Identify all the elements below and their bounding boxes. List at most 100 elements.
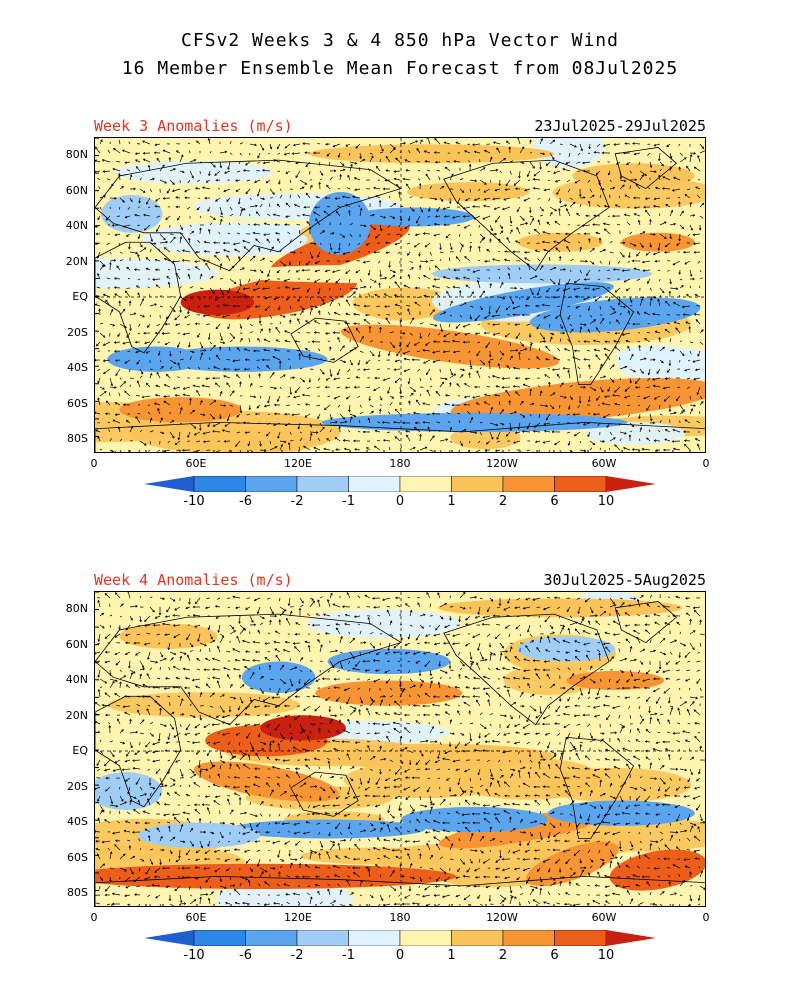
- colorbar-bin: [502, 475, 555, 493]
- panel2-colorbar: [144, 929, 656, 947]
- anomaly-region: [609, 849, 705, 891]
- lat-label: 40N: [65, 673, 88, 686]
- anomaly-region: [309, 743, 554, 769]
- panel2-map: [94, 591, 706, 907]
- anomaly-region: [101, 194, 163, 233]
- anomaly-region: [119, 623, 218, 649]
- colorbar-bin: [451, 929, 504, 947]
- lon-label: 0: [90, 457, 98, 470]
- colorbar-tick-label: 10: [597, 494, 615, 509]
- coastline: [290, 771, 359, 817]
- lat-label: 80S: [67, 886, 88, 899]
- lon-label: 180: [389, 911, 411, 924]
- anomaly-region: [308, 191, 371, 255]
- anomaly-band: [306, 609, 461, 639]
- lat-label: 20S: [67, 325, 88, 339]
- anomaly-region: [572, 163, 695, 189]
- anomaly-region: [95, 863, 457, 890]
- lat-label: 20S: [67, 779, 88, 793]
- anomaly-region: [547, 800, 695, 826]
- anomaly-region: [180, 289, 255, 315]
- anomaly-band: [218, 228, 308, 252]
- anomaly-region: [566, 671, 665, 690]
- anomaly-band: [107, 692, 301, 718]
- coastline: [95, 875, 705, 906]
- anomaly-region: [450, 378, 705, 423]
- anomaly-region: [241, 661, 316, 694]
- anomaly-region: [193, 761, 339, 802]
- colorbar-bin: [502, 929, 555, 947]
- panel2-dates: 30Jul2025-5Aug2025: [543, 571, 706, 589]
- colorbar-tick-label: -1: [342, 494, 355, 509]
- colorbar-tick-label: 1: [447, 494, 456, 509]
- colorbar-tick-label: 2: [498, 948, 508, 963]
- colorbar-bin: [554, 475, 607, 493]
- coastline: [559, 736, 635, 839]
- colorbar-tick-label: 2: [498, 494, 508, 509]
- colorbar-tick-label: 6: [550, 948, 559, 963]
- colorbar-tick-label: 6: [550, 494, 559, 509]
- colorbar-bin: [451, 475, 504, 493]
- colorbar-tick-label: -10: [183, 494, 205, 509]
- lon-label: 120E: [284, 911, 312, 924]
- coastline: [95, 695, 182, 808]
- colorbar-tick-label: -2: [290, 494, 304, 509]
- coastline: [290, 317, 359, 363]
- lat-label: 60S: [67, 850, 88, 864]
- anomaly-region: [321, 412, 628, 432]
- panel1-title: Week 3 Anomalies (m/s): [94, 117, 293, 135]
- anomaly-band: [585, 422, 686, 445]
- colorbar-tick-label: -10: [183, 948, 205, 963]
- lat-label: EQ: [72, 290, 88, 303]
- lon-label: 60W: [591, 911, 617, 924]
- lat-label: 80N: [65, 148, 88, 161]
- wind-vectors: [95, 138, 705, 452]
- anomaly-band: [503, 664, 597, 695]
- colorbar-bin: [348, 475, 401, 493]
- colorbar-bin: [554, 929, 607, 947]
- anomaly-region: [352, 207, 475, 227]
- anomaly-region: [437, 598, 683, 618]
- colorbar-tick-label: -6: [239, 494, 252, 509]
- anomaly-region: [621, 232, 695, 252]
- coastline: [95, 159, 402, 272]
- lon-label: 0: [702, 911, 710, 924]
- anomaly-region: [309, 144, 554, 164]
- colorbar-arrow-high: [606, 930, 656, 946]
- lat-label: 40S: [67, 361, 88, 374]
- wind-vectors: [95, 592, 705, 906]
- colorbar-tick-label: 0: [395, 948, 405, 963]
- anomaly-region: [156, 346, 328, 372]
- colorbar-bin: [399, 929, 452, 947]
- anomaly-region: [327, 648, 450, 675]
- anomaly-region: [526, 841, 619, 887]
- anomaly-region: [401, 806, 548, 833]
- lat-label: 20N: [65, 708, 88, 722]
- colorbar-bin: [296, 929, 349, 947]
- colorbar-bin: [348, 929, 401, 947]
- lon-label: 120E: [284, 457, 312, 470]
- anomaly-region: [529, 297, 701, 333]
- coastline: [95, 613, 402, 726]
- colorbar-bin: [245, 929, 298, 947]
- lon-label: 120W: [486, 911, 518, 924]
- lon-label: 180: [389, 457, 411, 470]
- colorbar-bin: [193, 929, 246, 947]
- lat-label: 60N: [65, 637, 88, 651]
- coastline: [559, 282, 635, 385]
- lon-label: 0: [702, 457, 710, 470]
- anomaly-band: [452, 757, 603, 800]
- panel1-map: [94, 137, 706, 453]
- anomaly-band: [300, 847, 453, 865]
- colorbar-tick-label: 10: [597, 948, 615, 963]
- lat-label: 80S: [67, 432, 88, 445]
- lon-label: 60E: [185, 911, 207, 924]
- anomaly-region: [119, 397, 242, 423]
- lat-label: EQ: [72, 744, 88, 757]
- colorbar-bin: [193, 475, 246, 493]
- lon-label: 60W: [591, 457, 617, 470]
- lat-label: 40N: [65, 219, 88, 232]
- anomaly-region: [432, 282, 614, 323]
- colorbar-arrow-low: [144, 476, 194, 492]
- colorbar-bin: [245, 475, 298, 493]
